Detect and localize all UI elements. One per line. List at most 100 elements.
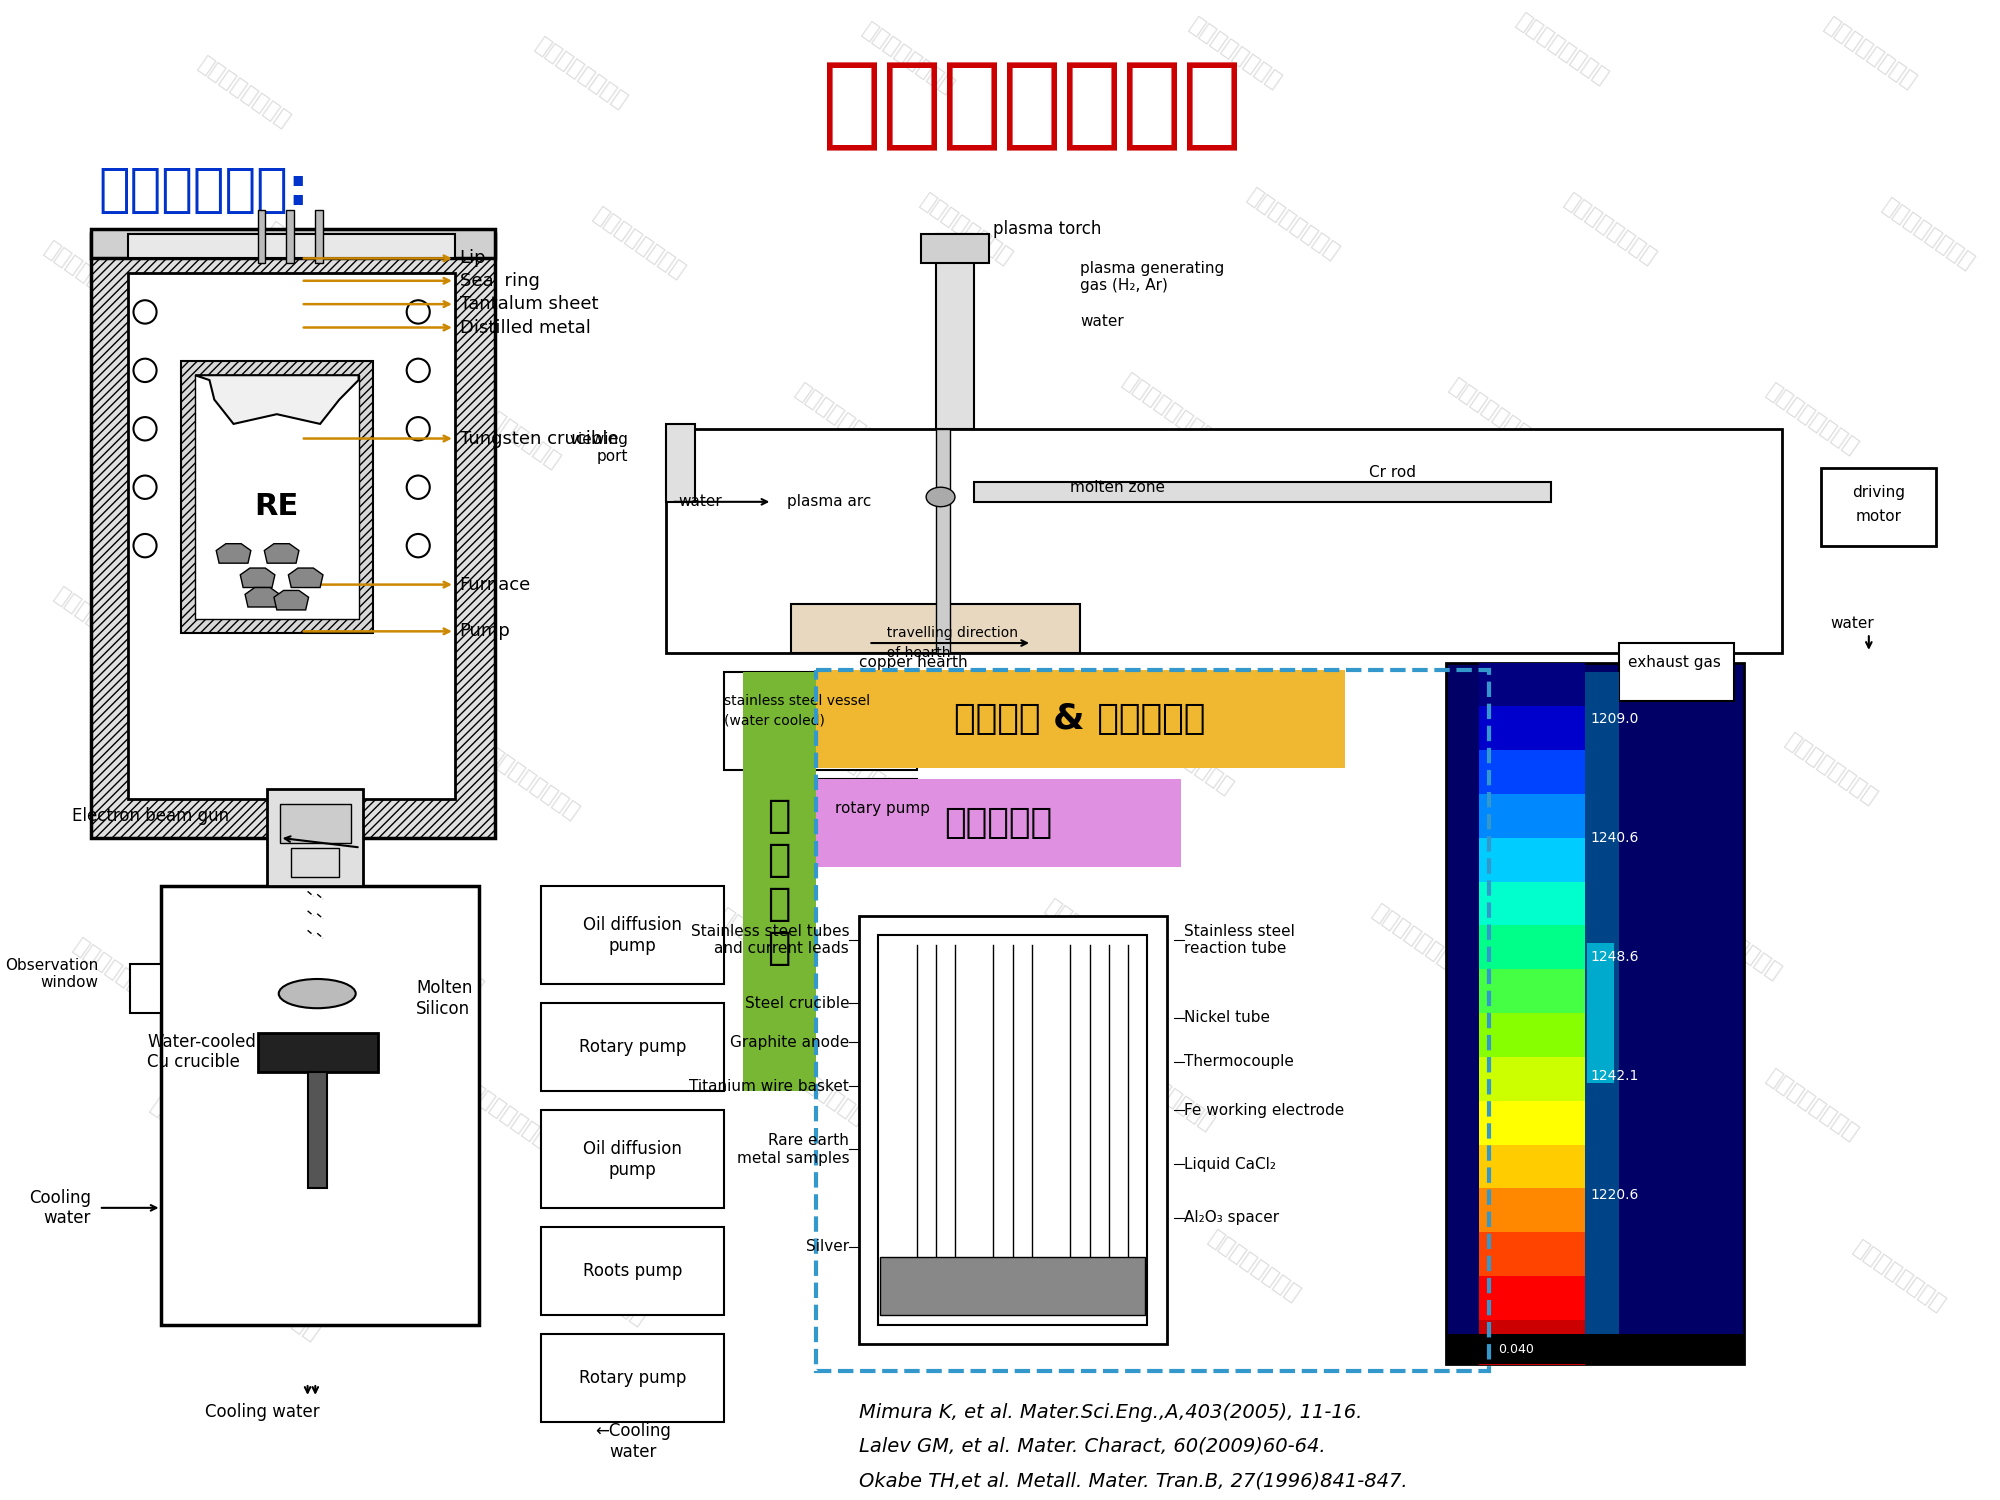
Text: ←Cooling
water: ←Cooling water (594, 1422, 670, 1461)
Text: water: water (1830, 616, 1874, 632)
Text: Furnace: Furnace (460, 576, 530, 594)
Bar (1480, 1276, 1586, 1322)
Text: 中冶有色技术平台: 中冶有色技术平台 (1648, 555, 1746, 633)
Text: Liquid CaCl₂: Liquid CaCl₂ (1184, 1156, 1276, 1172)
Bar (936, 234, 974, 429)
Bar (878, 934, 1148, 1324)
Polygon shape (264, 543, 298, 562)
Bar (92, 230, 496, 258)
Text: stainless steel vessel: stainless steel vessel (724, 694, 870, 708)
Bar (1480, 1058, 1586, 1101)
Text: rotary pump: rotary pump (834, 801, 930, 816)
Text: 中冶有色技术平台: 中冶有色技术平台 (1446, 375, 1544, 453)
Text: Tungsten crucible: Tungsten crucible (460, 429, 618, 447)
Text: Titanium wire basket: Titanium wire basket (690, 1078, 850, 1094)
Text: 中冶有色技术平台: 中冶有色技术平台 (166, 760, 266, 839)
Text: Rotary pump: Rotary pump (580, 1038, 686, 1056)
Text: plasma generating: plasma generating (1080, 261, 1224, 276)
Circle shape (406, 476, 430, 500)
Circle shape (134, 534, 156, 558)
Polygon shape (246, 588, 280, 608)
Bar (196, 375, 358, 618)
Text: Okabe TH,et al. Metall. Mater. Tran.B, 27(1996)841-847.: Okabe TH,et al. Metall. Mater. Tran.B, 2… (858, 1472, 1408, 1490)
Bar (1480, 706, 1586, 752)
Text: (water cooled): (water cooled) (724, 714, 824, 728)
Text: Roots pump: Roots pump (584, 1262, 682, 1280)
Text: plasma arc: plasma arc (786, 495, 872, 510)
Bar (1480, 1013, 1586, 1058)
Text: water: water (1080, 314, 1124, 328)
Circle shape (406, 358, 430, 382)
Bar (1480, 839, 1586, 882)
Text: Lalev GM, et al. Mater. Charact, 60(2009)60-64.: Lalev GM, et al. Mater. Charact, 60(2009… (858, 1437, 1326, 1456)
Text: copper hearth: copper hearth (858, 656, 968, 670)
Text: 中冶有色技术平台: 中冶有色技术平台 (1562, 190, 1660, 268)
Text: exhaust gas: exhaust gas (1628, 656, 1722, 670)
Bar (1480, 1320, 1586, 1365)
Text: Observation
window: Observation window (6, 958, 98, 990)
Bar (880, 1257, 1146, 1316)
Text: 中冶有色技术平台: 中冶有色技术平台 (1686, 906, 1786, 984)
Text: Fe working electrode: Fe working electrode (1184, 1102, 1344, 1118)
Bar (1586, 672, 1618, 1354)
Text: driving: driving (1852, 484, 1904, 500)
Text: viewing
port: viewing port (570, 432, 628, 465)
Text: 1220.6: 1220.6 (1590, 1188, 1640, 1203)
Text: 中冶有色技术平台: 中冶有色技术平台 (262, 219, 362, 297)
Text: 非金属元素: 非金属元素 (944, 806, 1052, 840)
Text: 中冶有色技术平台: 中冶有色技术平台 (1206, 1227, 1304, 1305)
Circle shape (134, 476, 156, 500)
Bar (1480, 1188, 1586, 1233)
Text: 中冶有色技术平台: 中冶有色技术平台 (676, 555, 776, 633)
Text: 中冶有色技术平台: 中冶有色技术平台 (484, 746, 582, 824)
Text: gas (H₂, Ar): gas (H₂, Ar) (1080, 278, 1168, 292)
Text: travelling direction: travelling direction (878, 627, 1018, 640)
Text: 中冶有色技术平台: 中冶有色技术平台 (1446, 1062, 1544, 1140)
Text: 中冶有色技术平台: 中冶有色技术平台 (792, 1066, 890, 1144)
Bar (858, 915, 1166, 1344)
Bar (922, 234, 988, 262)
Polygon shape (196, 375, 358, 424)
Text: 1248.6: 1248.6 (1590, 950, 1640, 964)
Text: 中冶有色技术平台: 中冶有色技术平台 (878, 1238, 978, 1316)
Bar (816, 670, 1488, 1371)
Text: Water-cooled
Cu crucible: Water-cooled Cu crucible (146, 1032, 256, 1071)
Text: 中冶有色技术平台: 中冶有色技术平台 (42, 238, 140, 316)
Text: Molten
Silicon: Molten Silicon (416, 980, 472, 1018)
Text: 中冶有色技术平台: 中冶有色技术平台 (70, 936, 170, 1013)
Text: Graphite anode: Graphite anode (730, 1035, 850, 1050)
Text: Stainless steel
reaction tube: Stainless steel reaction tube (1184, 924, 1294, 956)
Bar (542, 1110, 724, 1208)
Bar (802, 780, 916, 838)
Bar (1446, 663, 1744, 1364)
Circle shape (406, 300, 430, 324)
Text: 中冶有色技术平台: 中冶有色技术平台 (1330, 550, 1430, 628)
Text: 中冶有色技术平台: 中冶有色技术平台 (532, 34, 630, 112)
Bar (744, 672, 816, 1090)
Bar (316, 210, 322, 262)
Bar (1480, 1101, 1586, 1146)
Bar (128, 273, 454, 800)
Text: motor: motor (1856, 509, 1902, 524)
Text: RE: RE (254, 492, 298, 520)
Bar (792, 604, 1080, 652)
Polygon shape (288, 568, 322, 588)
Text: Cooling: Cooling (30, 1190, 92, 1208)
Text: 中冶有色技术平台: 中冶有色技术平台 (146, 410, 246, 488)
Text: 中冶有色技术平台: 中冶有色技术平台 (1782, 730, 1882, 809)
Bar (1480, 926, 1586, 970)
Polygon shape (216, 543, 250, 562)
Bar (666, 424, 696, 502)
Bar (180, 360, 374, 633)
Text: 中冶有色技术平台: 中冶有色技术平台 (916, 190, 1016, 268)
Text: Cr rod: Cr rod (1368, 465, 1416, 480)
Text: 中冶有色技术平台: 中冶有色技术平台 (1464, 726, 1564, 804)
Bar (1480, 1144, 1586, 1190)
Polygon shape (274, 591, 308, 610)
Bar (130, 964, 162, 1012)
Text: 中冶有色技术平台: 中冶有色技术平台 (1244, 186, 1342, 262)
Text: Rotary pump: Rotary pump (580, 1370, 686, 1388)
Bar (258, 210, 266, 262)
Text: 金
属
元
素: 金 属 元 素 (768, 796, 790, 966)
Text: 金属元素 & 非金属元素: 金属元素 & 非金属元素 (954, 702, 1206, 736)
